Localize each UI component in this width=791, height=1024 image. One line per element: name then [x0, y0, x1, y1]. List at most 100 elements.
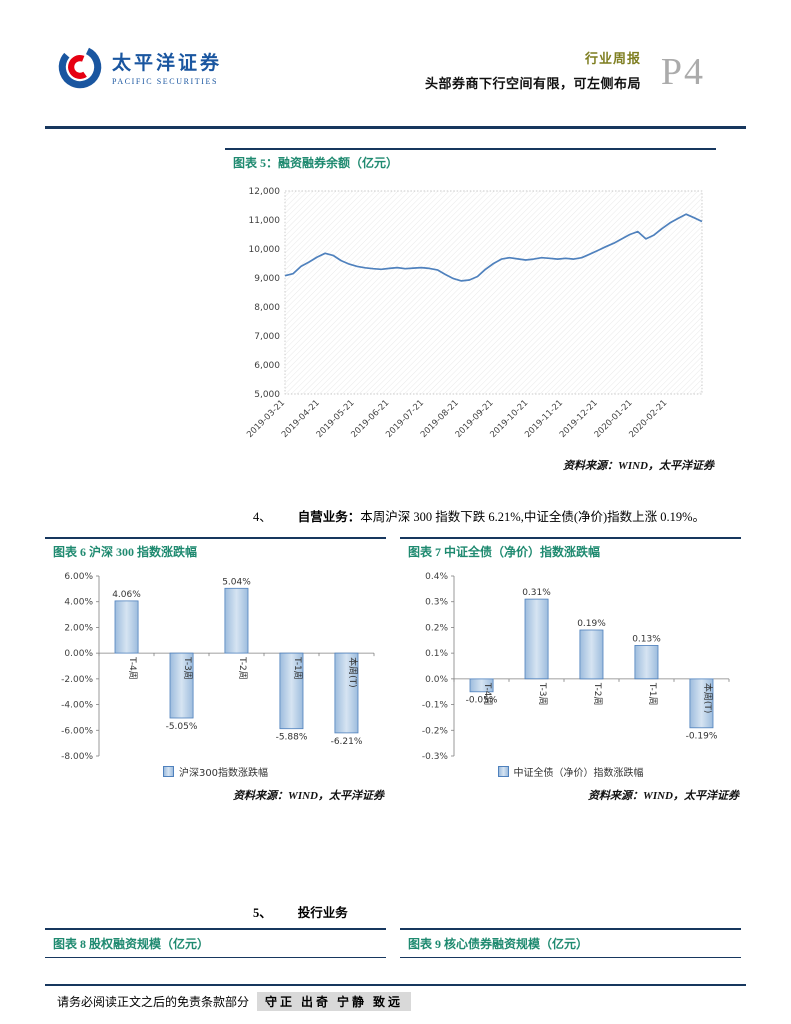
brand-name-cn: 太平洋证券 — [112, 53, 223, 74]
figure5-source: 资料来源：WIND，太平洋证券 — [563, 460, 714, 472]
figure6-legend-swatch — [162, 766, 174, 777]
figure9-title: 图表 9 核心债券融资规模（亿元） — [408, 937, 589, 951]
figure5-line-chart: 12,000 11,000 10,000 9,000 8,000 7,000 6,000 5,… — [245, 187, 703, 440]
brand-text: 太平洋证券 PACIFIC SECURITIES — [112, 48, 222, 86]
report-type: 行业周报 — [584, 51, 641, 66]
svg-text:-6.00%: -6.00% — [61, 726, 93, 736]
svg-text:-6.21%: -6.21% — [331, 737, 363, 747]
svg-text:本周(T): 本周(T) — [347, 657, 359, 688]
figure6-legend-label: 沪深300指数涨跌幅 — [178, 768, 269, 779]
figure5-title: 图表 5：融资融券余额（亿元） — [233, 156, 399, 170]
bars — [469, 598, 714, 729]
report-title: 头部券商下行空间有限，可左侧布局 — [424, 76, 641, 91]
y-axis-labels: 12,000 11,000 10,000 9,000 8,000 7,000 6,000 5,… — [249, 187, 281, 400]
svg-text:10,000: 10,000 — [249, 245, 281, 255]
section5-heading: 5、 投行业务 — [253, 902, 348, 921]
figure7-panel: 图表 7 中证全债（净价）指数涨跌幅 0.4% 0.3% 0.2% 0.1% 0.0% -… — [400, 537, 741, 803]
figure6-panel: 图表 6 沪深 300 指数涨跌幅 6.00% 4.00% 2.00% 0.00% -2… — [45, 537, 386, 803]
svg-text:5,000: 5,000 — [254, 390, 280, 400]
figure6-bar-chart: 6.00% 4.00% 2.00% 0.00% -2.00% -4.00% -6.00% -8… — [61, 572, 375, 762]
svg-text:-0.05%: -0.05% — [466, 696, 498, 706]
category-labels: T-4周 T-3周 T-2周 T-1周 本周(T) — [127, 656, 359, 688]
header-text-block: 行业周报 头部券商下行空间有限，可左侧布局 — [425, 48, 641, 92]
footer-slogan: 守正 出奇 宁静 致远 — [257, 992, 412, 1011]
y-axis: 6.00% 4.00% 2.00% 0.00% -2.00% -4.00% -6.00% -8… — [61, 572, 100, 762]
bar-T-1周 — [634, 645, 659, 680]
svg-text:T-4周: T-4周 — [482, 682, 493, 706]
svg-text:4.00%: 4.00% — [64, 598, 93, 608]
figure6-title: 图表 6 沪深 300 指数涨跌幅 — [53, 545, 198, 559]
footer-disclaimer: 请务必阅读正文之后的免责条款部分 — [57, 995, 250, 1009]
svg-text:0.13%: 0.13% — [632, 634, 661, 644]
svg-text:-2.00%: -2.00% — [61, 675, 93, 685]
svg-text:9,000: 9,000 — [254, 274, 280, 284]
y-axis: 0.4% 0.3% 0.2% 0.1% 0.0% -0.1% -0.2% -0.3% — [422, 572, 455, 762]
section4-number: 4、 — [253, 510, 272, 524]
section4-label: 自营业务： — [297, 510, 361, 524]
figure5-panel: 图表 5：融资融券余额（亿元） 12,000 11,000 10,000 9,000 8… — [225, 148, 716, 473]
bar-T-1周 — [279, 652, 304, 730]
bar-本周(T) — [334, 652, 359, 734]
section5-label: 投行业务 — [297, 906, 348, 920]
figure7-legend-label: 中证全债（净价）指数涨跌幅 — [513, 768, 644, 779]
svg-text:T-2周: T-2周 — [592, 682, 603, 706]
bar-T-3周 — [169, 652, 194, 719]
bar-T-2周 — [579, 629, 604, 680]
svg-text:T-3周: T-3周 — [182, 656, 193, 680]
svg-text:6.00%: 6.00% — [64, 572, 93, 582]
x-axis-labels: 2019-03-212019-04-212019-05-212019-06-21… — [245, 398, 669, 440]
bars — [114, 587, 359, 734]
svg-text:0.00%: 0.00% — [64, 649, 93, 659]
page-number: P4 — [660, 51, 705, 93]
svg-text:0.2%: 0.2% — [425, 623, 448, 633]
figure7-title: 图表 7 中证全债（净价）指数涨跌幅 — [408, 545, 601, 559]
svg-text:-8.00%: -8.00% — [61, 752, 93, 762]
brand-name-en: PACIFIC SECURITIES — [112, 77, 219, 86]
svg-text:0.3%: 0.3% — [425, 598, 448, 608]
svg-text:-0.3%: -0.3% — [422, 752, 449, 762]
figure6-legend: 沪深300指数涨跌幅 — [45, 764, 386, 779]
svg-text:T-3周: T-3周 — [537, 682, 548, 706]
value-labels: -0.05% 0.31% 0.19% 0.13% -0.19% — [466, 588, 718, 742]
bar-本周(T) — [689, 678, 714, 729]
svg-text:6,000: 6,000 — [254, 361, 280, 371]
svg-text:4.06%: 4.06% — [112, 590, 141, 600]
svg-text:T-4周: T-4周 — [127, 656, 138, 680]
svg-text:0.4%: 0.4% — [425, 572, 448, 582]
bar-T-4周 — [469, 678, 494, 693]
bar-T-4周 — [114, 600, 139, 654]
figure7-source: 资料来源：WIND，太平洋证券 — [588, 790, 739, 802]
figure7-legend: 中证全债（净价）指数涨跌幅 — [400, 764, 741, 779]
figure7-bar-chart: 0.4% 0.3% 0.2% 0.1% 0.0% -0.1% -0.2% -0.3% -0.05… — [422, 572, 730, 762]
svg-text:11,000: 11,000 — [249, 216, 281, 226]
svg-text:0.0%: 0.0% — [425, 675, 448, 685]
brand-logo: 太平洋证券 PACIFIC SECURITIES — [57, 44, 222, 90]
svg-text:-0.19%: -0.19% — [686, 732, 718, 742]
bar-T-2周 — [224, 587, 249, 654]
section5-number: 5、 — [253, 906, 272, 920]
svg-text:5.04%: 5.04% — [222, 577, 251, 587]
margin-balance-series — [284, 213, 703, 282]
footer: 请务必阅读正文之后的免责条款部分 守正 出奇 宁静 致远 — [57, 992, 412, 1011]
figure8-panel: 图表 8 股权融资规模（亿元） — [45, 928, 386, 958]
svg-text:7,000: 7,000 — [254, 332, 280, 342]
svg-text:2.00%: 2.00% — [64, 623, 93, 633]
svg-text:0.31%: 0.31% — [522, 588, 551, 598]
svg-text:T-2周: T-2周 — [237, 656, 248, 680]
brand-logo-icon — [58, 45, 102, 89]
svg-text:-0.2%: -0.2% — [422, 726, 449, 736]
section4-text: 本周沪深 300 指数下跌 6.21%,中证全债(净价)指数上涨 0.19%。 — [360, 510, 706, 524]
svg-text:-0.1%: -0.1% — [422, 701, 449, 711]
plot-area — [285, 191, 702, 394]
svg-text:T-1周: T-1周 — [647, 682, 658, 706]
plot-border — [284, 190, 703, 395]
footer-rule — [45, 984, 746, 986]
svg-text:-5.88%: -5.88% — [276, 733, 308, 743]
value-labels: 4.06% -5.05% 5.04% -5.88% -6.21% — [112, 577, 363, 747]
svg-text:T-1周: T-1周 — [292, 656, 303, 680]
header-rule — [45, 126, 746, 129]
svg-text:0.1%: 0.1% — [425, 649, 448, 659]
figure8-title: 图表 8 股权融资规模（亿元） — [53, 937, 210, 951]
bar-T-3周 — [524, 598, 549, 680]
